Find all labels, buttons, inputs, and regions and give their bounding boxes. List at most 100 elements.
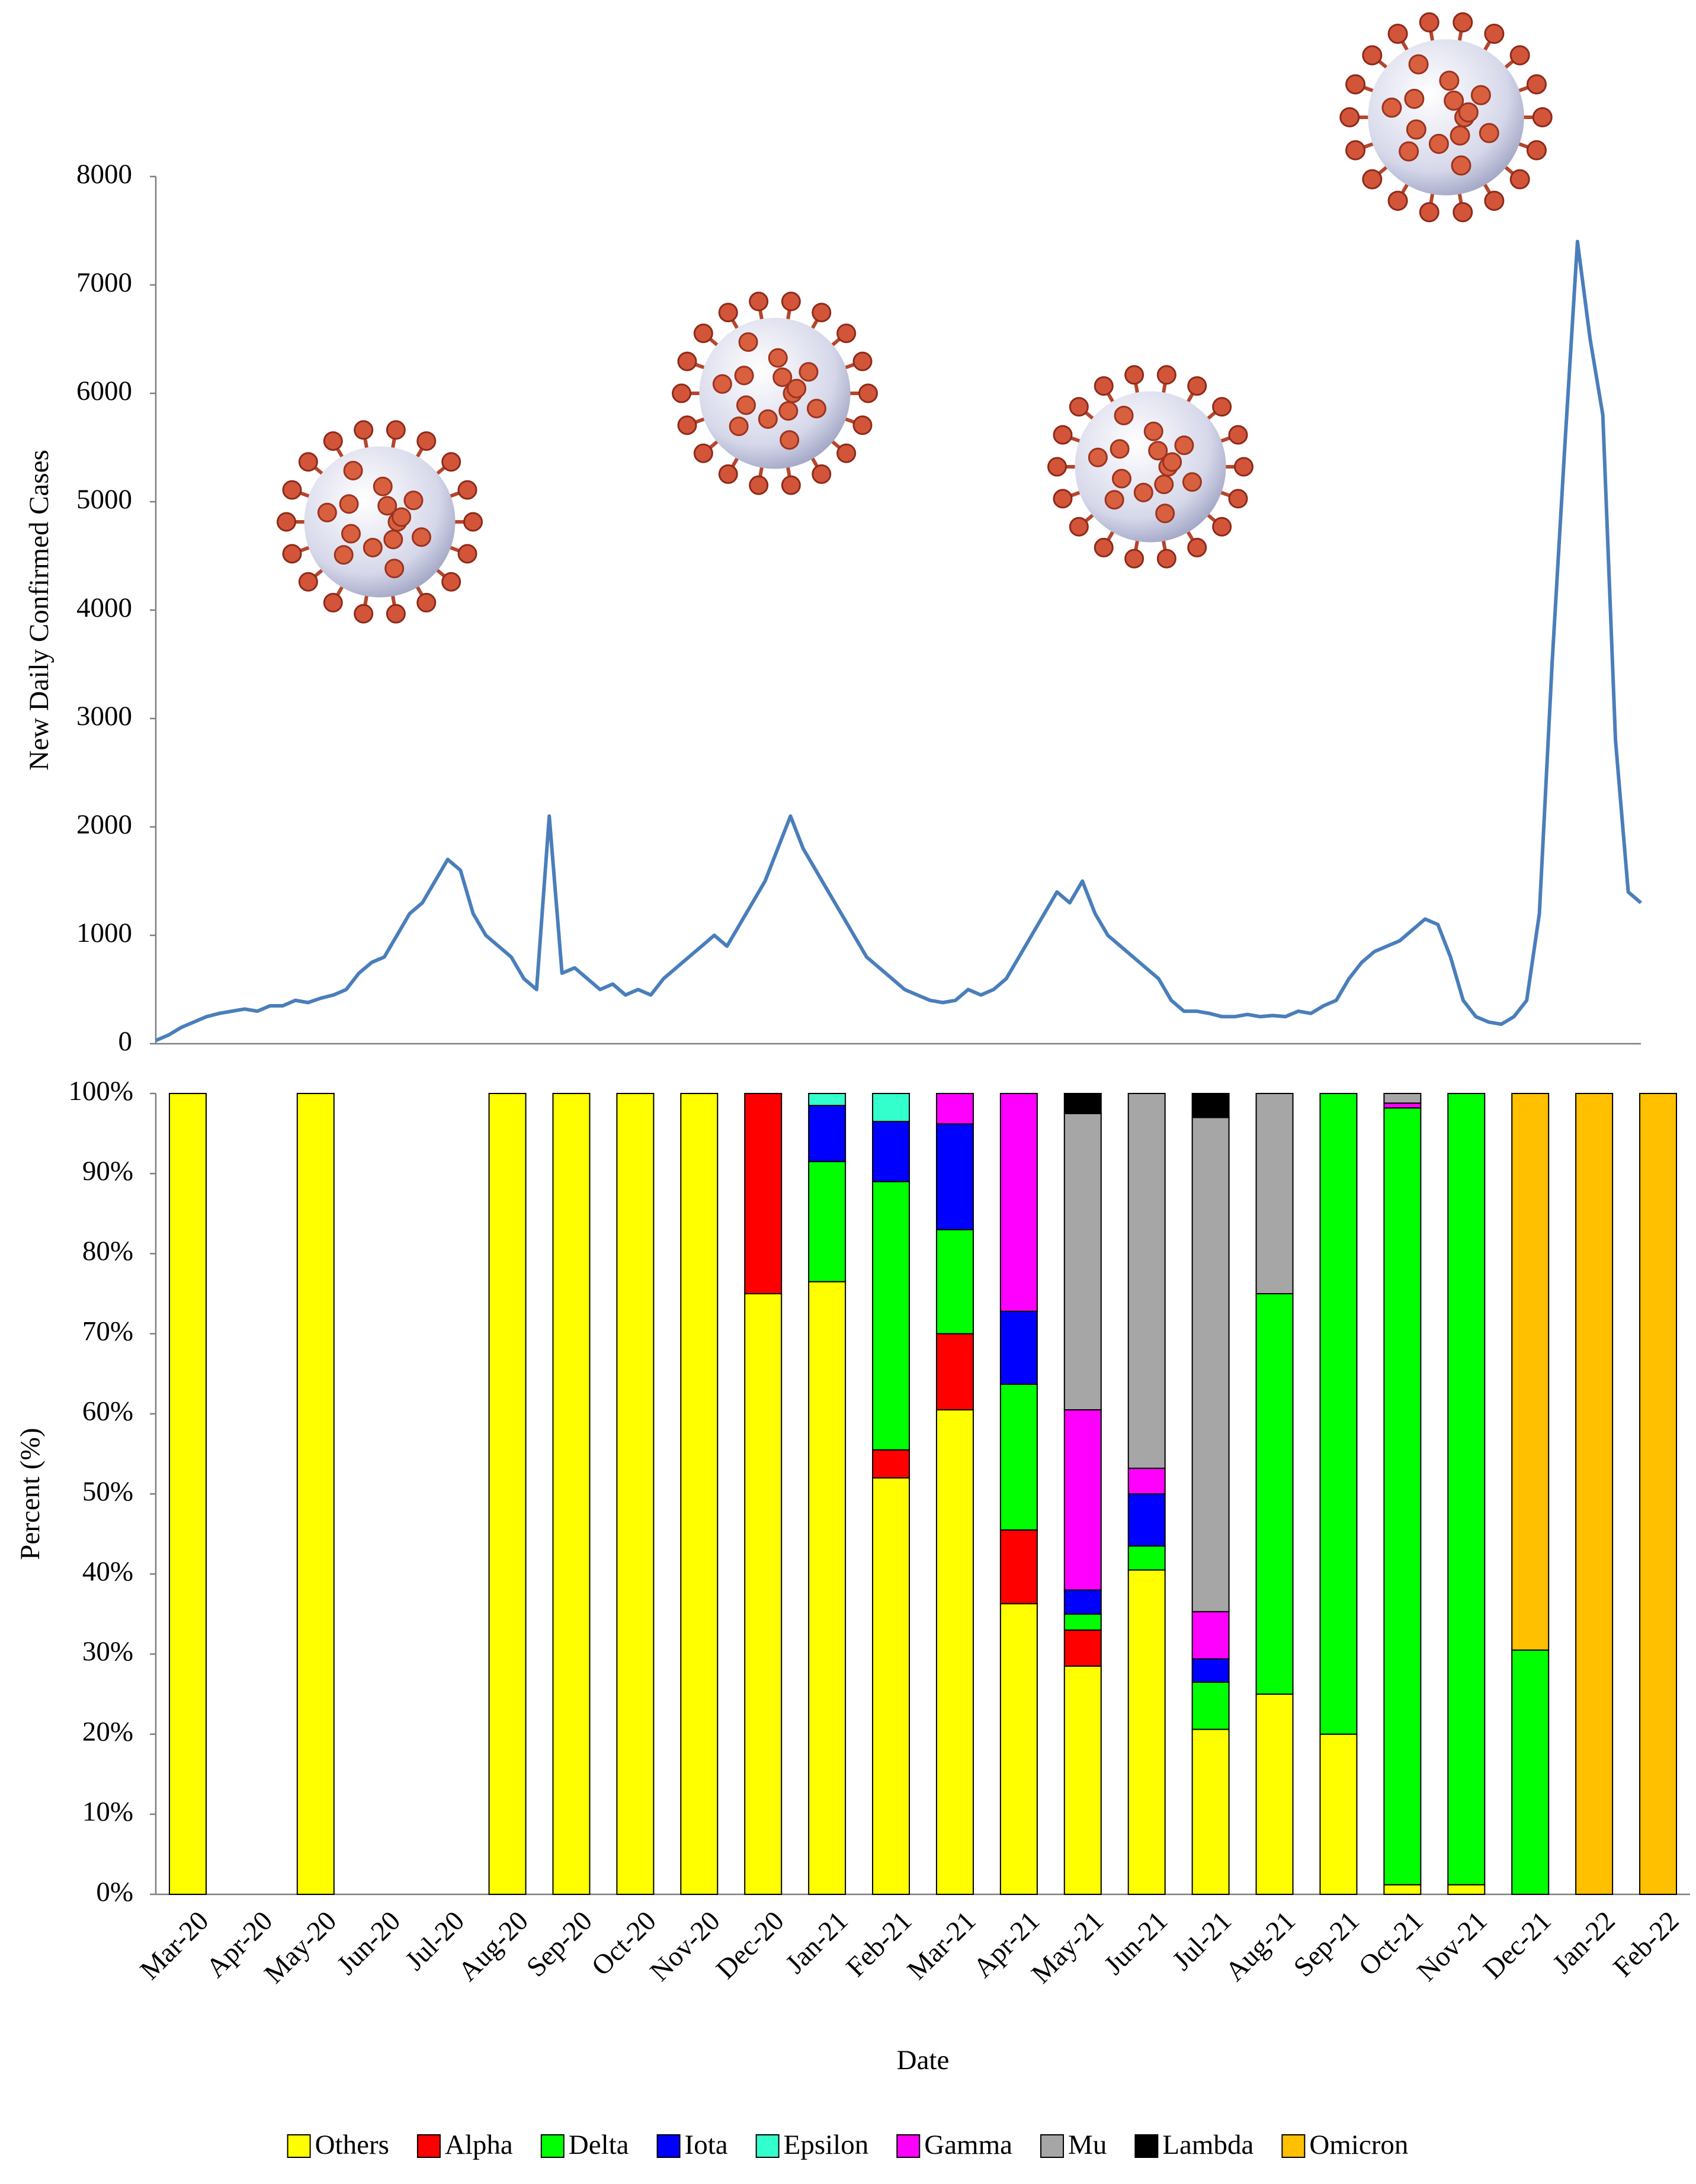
bar-segment xyxy=(1128,1546,1165,1570)
x-tick-label: Sep-20 xyxy=(521,1906,598,1983)
virus-spike xyxy=(1095,538,1113,556)
figure: New Daily Confirmed Cases Percent (%) Da… xyxy=(0,0,1696,2184)
virus-spike xyxy=(719,304,737,322)
virus-protein xyxy=(1440,72,1458,90)
legend-label: Others xyxy=(315,2130,389,2160)
bar-segment xyxy=(1128,1494,1165,1546)
virus-spike xyxy=(387,421,405,439)
x-tick-label: Feb-21 xyxy=(841,1906,918,1983)
x-tick-label: May-20 xyxy=(258,1906,342,1990)
virus-protein xyxy=(1471,86,1490,104)
legend-label: Mu xyxy=(1068,2130,1107,2160)
y-tick-label: 1000 xyxy=(76,918,132,948)
y-tick-label: 2000 xyxy=(76,809,132,840)
bar-segment xyxy=(937,1093,973,1124)
bar-segment xyxy=(1192,1682,1229,1730)
virus-spike xyxy=(1346,75,1365,94)
virus-protein xyxy=(1105,491,1123,509)
virus-spike xyxy=(838,444,855,462)
page: {"chart_data": [ {"type": "line", "y_lab… xyxy=(0,0,1696,2184)
virus-protein xyxy=(769,349,787,367)
bar-segment xyxy=(1001,1093,1037,1311)
virus-spike xyxy=(1346,141,1365,159)
virus xyxy=(673,293,877,494)
x-tick-label: Nov-21 xyxy=(1411,1906,1493,1987)
virus-protein xyxy=(1175,437,1193,454)
virus-spike xyxy=(750,293,768,310)
virus-protein xyxy=(1409,55,1428,73)
legend-label: Gamma xyxy=(924,2130,1012,2160)
virus-spike xyxy=(782,293,800,310)
legend-label: Omicron xyxy=(1309,2130,1408,2160)
bar-segment xyxy=(1001,1384,1037,1530)
bar-segment xyxy=(1001,1530,1037,1603)
virus-spike xyxy=(1420,203,1438,222)
bar-segment xyxy=(745,1294,781,1894)
virus-protein xyxy=(737,396,755,414)
x-tick-label: Aug-20 xyxy=(453,1906,534,1987)
virus-protein xyxy=(1183,473,1201,491)
virus-spike xyxy=(443,573,460,591)
virus-protein xyxy=(1400,142,1418,161)
bar-segment xyxy=(1065,1114,1101,1410)
legend-swatch xyxy=(897,2135,919,2157)
y-tick-label: 7000 xyxy=(76,267,132,298)
bar-segment xyxy=(873,1093,909,1121)
virus xyxy=(278,421,482,623)
virus-spike xyxy=(1511,170,1529,188)
bar-segment xyxy=(809,1162,845,1282)
bar-segment xyxy=(1065,1666,1101,1894)
bar-segment xyxy=(1128,1468,1165,1494)
virus-protein xyxy=(1451,126,1469,145)
virus-spike xyxy=(1420,13,1438,31)
virus-spike xyxy=(299,453,317,471)
bar-segment xyxy=(1128,1570,1165,1894)
virus-protein xyxy=(344,461,362,479)
bar-segment xyxy=(809,1282,845,1894)
y-tick-label: 4000 xyxy=(76,592,132,623)
virus-spike xyxy=(1229,490,1247,508)
bar-segment xyxy=(1448,1093,1485,1885)
virus-spike xyxy=(1188,538,1206,556)
bar-segment xyxy=(297,1093,334,1894)
virus-spike xyxy=(750,476,768,494)
bar-segment xyxy=(873,1121,909,1181)
virus-spike xyxy=(678,352,696,370)
bar-segment xyxy=(1256,1093,1293,1294)
bar-segment xyxy=(1384,1103,1421,1108)
virus-protein xyxy=(1115,406,1133,424)
legend-label: Lambda xyxy=(1162,2130,1253,2160)
virus-spike xyxy=(854,352,871,370)
x-tick-label: Jun-21 xyxy=(1098,1906,1174,1981)
y-tick-label: 100% xyxy=(68,1076,133,1107)
y-tick-label: 90% xyxy=(82,1156,133,1186)
virus-spike xyxy=(1188,377,1206,395)
bar-segment xyxy=(1065,1614,1101,1630)
virus-spike xyxy=(459,481,476,499)
virus-spike xyxy=(1229,426,1247,444)
x-tick-label: Jun-20 xyxy=(331,1906,406,1981)
x-tick-label: May-21 xyxy=(1025,1906,1110,1990)
virus xyxy=(1049,366,1253,567)
virus-protein xyxy=(393,508,411,526)
virus-spike xyxy=(324,594,342,611)
legend-swatch xyxy=(1282,2135,1304,2157)
virus-protein xyxy=(1407,120,1425,139)
virus-spike xyxy=(678,416,696,434)
bar-segment xyxy=(1065,1630,1101,1666)
virus-protein xyxy=(1163,453,1181,471)
virus-protein xyxy=(788,380,806,397)
virus-spike xyxy=(1158,366,1175,384)
virus-spike xyxy=(694,444,712,462)
y-tick-label: 50% xyxy=(82,1476,133,1507)
virus-spike xyxy=(1485,25,1503,43)
bar-segment xyxy=(873,1478,909,1894)
virus-protein xyxy=(1134,483,1152,501)
bar-segment xyxy=(809,1105,845,1162)
virus-protein xyxy=(1144,422,1162,440)
virus-spike xyxy=(355,421,373,439)
virus-protein xyxy=(1405,89,1424,108)
virus-spike xyxy=(1213,398,1231,416)
legend-swatch xyxy=(1135,2135,1158,2157)
virus-spike xyxy=(1454,13,1472,31)
